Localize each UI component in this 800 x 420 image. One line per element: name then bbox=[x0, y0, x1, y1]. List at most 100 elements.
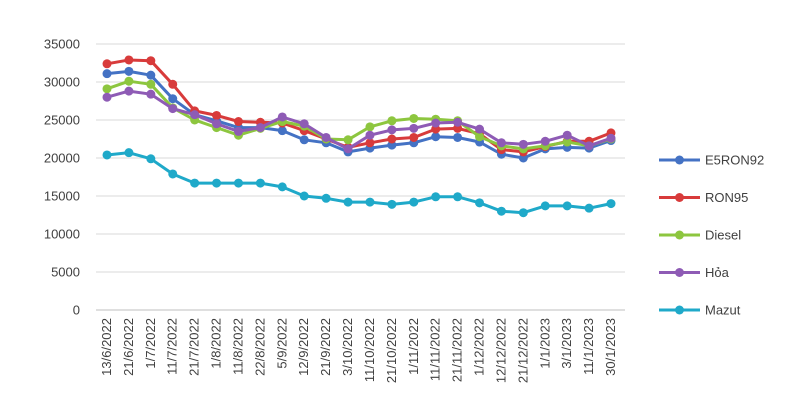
data-point bbox=[102, 92, 112, 102]
x-tick-label: 1/8/2022 bbox=[209, 318, 224, 369]
x-tick-label: 1/7/2022 bbox=[143, 318, 158, 369]
series-lines bbox=[102, 55, 616, 218]
data-point bbox=[409, 123, 419, 133]
data-point bbox=[496, 138, 506, 148]
data-point bbox=[277, 126, 287, 136]
data-point bbox=[606, 133, 616, 143]
data-point bbox=[496, 206, 506, 216]
data-point bbox=[124, 86, 134, 96]
data-point bbox=[124, 66, 134, 76]
data-point bbox=[453, 132, 463, 142]
data-point bbox=[321, 132, 331, 142]
data-point bbox=[168, 104, 178, 114]
data-point bbox=[277, 112, 287, 122]
legend-item: E5RON92 bbox=[659, 153, 764, 168]
series-line bbox=[105, 151, 613, 215]
data-point bbox=[409, 113, 419, 123]
data-point bbox=[387, 125, 397, 135]
data-point bbox=[475, 124, 485, 134]
gridlines bbox=[96, 43, 625, 311]
data-point bbox=[343, 144, 353, 154]
data-point bbox=[299, 191, 309, 201]
legend-label: E5RON92 bbox=[705, 153, 764, 168]
legend-item: Hỏa bbox=[659, 265, 730, 280]
x-tick-label: 22/8/2022 bbox=[252, 318, 267, 376]
data-point bbox=[409, 132, 419, 142]
x-tick-label: 1/1/2023 bbox=[537, 318, 552, 369]
data-point bbox=[365, 197, 375, 207]
data-point bbox=[146, 56, 156, 66]
data-point bbox=[233, 178, 243, 188]
legend-label: RON95 bbox=[705, 190, 748, 205]
legend-swatch-marker bbox=[675, 193, 684, 202]
legend-label: Mazut bbox=[705, 303, 741, 318]
data-point bbox=[102, 84, 112, 94]
y-axis-ticks: 35000 30000 25000 20000 15000 10000 5000 0 bbox=[44, 37, 80, 318]
y-tick-label: 5000 bbox=[51, 265, 80, 280]
data-point bbox=[168, 169, 178, 179]
legend-swatch-marker bbox=[675, 305, 684, 315]
y-tick-label: 15000 bbox=[44, 189, 80, 204]
data-point bbox=[168, 79, 178, 89]
x-tick-label: 11/1/2023 bbox=[581, 318, 596, 375]
data-point bbox=[321, 193, 331, 203]
data-point bbox=[584, 203, 594, 213]
data-point bbox=[562, 130, 572, 140]
data-point bbox=[212, 110, 222, 120]
legend-item: Mazut bbox=[659, 303, 741, 318]
data-point bbox=[409, 197, 419, 207]
data-point bbox=[102, 69, 112, 79]
data-point bbox=[387, 116, 397, 126]
y-tick-label: 10000 bbox=[44, 227, 80, 242]
data-point bbox=[168, 94, 178, 104]
data-point bbox=[146, 154, 156, 164]
data-point bbox=[102, 59, 112, 69]
data-point bbox=[540, 136, 550, 146]
data-point bbox=[606, 199, 616, 209]
legend-swatch-marker bbox=[675, 155, 684, 165]
data-point bbox=[124, 148, 134, 158]
data-point bbox=[562, 201, 572, 211]
legend: E5RON92 RON95 Diesel Hỏa Mazut bbox=[659, 153, 764, 318]
y-tick-label: 0 bbox=[73, 303, 80, 318]
data-point bbox=[233, 117, 243, 127]
y-tick-label: 30000 bbox=[44, 75, 80, 90]
x-axis-ticks: 13/6/2022 21/6/2022 1/7/2022 11/7/2022 21/7/… bbox=[99, 318, 618, 383]
x-tick-label: 21/12/2022 bbox=[515, 318, 530, 383]
data-point bbox=[255, 123, 265, 133]
legend-label: Hỏa bbox=[705, 265, 730, 280]
legend-item: Diesel bbox=[659, 228, 741, 243]
data-point bbox=[212, 119, 222, 129]
data-point bbox=[431, 192, 441, 202]
x-tick-label: 21/11/2022 bbox=[450, 318, 465, 382]
x-tick-label: 3/1/2023 bbox=[559, 318, 574, 369]
data-point bbox=[431, 118, 441, 128]
x-tick-label: 13/6/2022 bbox=[99, 318, 114, 376]
x-tick-label: 21/6/2022 bbox=[121, 318, 136, 376]
legend-swatch-marker bbox=[675, 230, 684, 240]
data-point bbox=[124, 55, 134, 65]
data-point bbox=[518, 208, 528, 218]
data-point bbox=[146, 79, 156, 89]
data-point bbox=[387, 199, 397, 209]
data-point bbox=[475, 198, 485, 208]
x-tick-label: 5/9/2022 bbox=[274, 318, 289, 369]
data-point bbox=[233, 126, 243, 136]
series-line bbox=[105, 79, 613, 151]
y-tick-label: 25000 bbox=[44, 113, 80, 128]
y-tick-label: 35000 bbox=[44, 37, 80, 52]
y-tick-label: 20000 bbox=[44, 151, 80, 166]
data-point bbox=[453, 192, 463, 202]
x-tick-label: 3/10/2022 bbox=[340, 318, 355, 376]
data-point bbox=[146, 89, 156, 99]
legend-swatch-marker bbox=[675, 268, 684, 277]
x-tick-label: 21/9/2022 bbox=[318, 318, 333, 376]
x-tick-label: 11/10/2022 bbox=[362, 318, 377, 382]
series-mazut bbox=[102, 148, 616, 218]
data-point bbox=[365, 122, 375, 132]
data-point bbox=[475, 132, 485, 142]
x-tick-label: 12/9/2022 bbox=[296, 318, 311, 376]
data-point bbox=[190, 178, 200, 188]
data-point bbox=[584, 141, 594, 151]
data-point bbox=[212, 178, 222, 188]
